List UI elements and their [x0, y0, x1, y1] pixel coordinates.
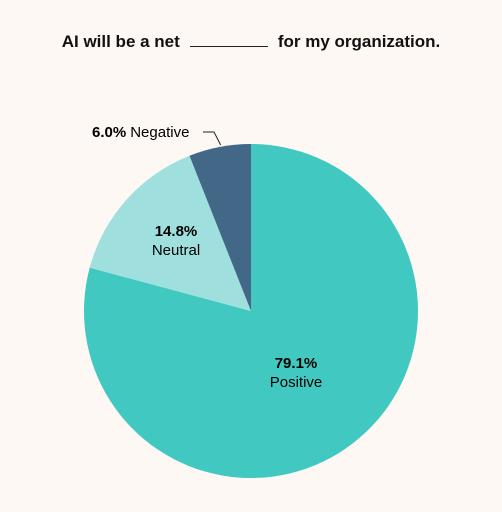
slice-name-neutral: Neutral — [152, 242, 200, 259]
title-after: for my organization. — [277, 32, 441, 51]
pie-slice-positive — [83, 144, 418, 478]
slice-value-neutral: 14.8% — [155, 223, 198, 240]
slice-value-positive: 79.1% — [275, 355, 318, 372]
slice-name-negative: Negative — [130, 124, 189, 141]
pie-slice-neutral — [89, 155, 251, 311]
leader-line-negative — [203, 131, 222, 146]
title-before: AI will be a net — [61, 32, 180, 51]
slice-name-positive: Positive — [270, 374, 323, 391]
slice-label-negative: 6.0% Negative — [92, 124, 189, 141]
pie-slice-negative — [189, 144, 251, 311]
title-blank — [189, 32, 268, 47]
chart-title: AI will be a net for my organization. — [0, 32, 502, 52]
slice-value-negative: 6.0% — [92, 124, 126, 141]
